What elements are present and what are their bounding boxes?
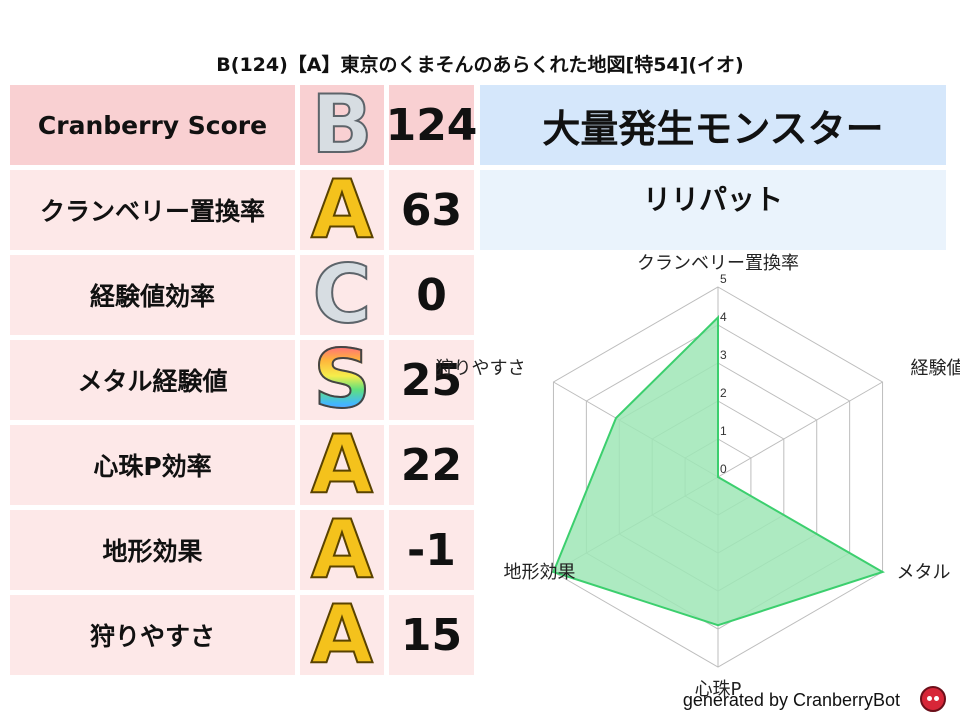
row-grade: A — [310, 163, 374, 256]
radar-tick-label: 5 — [720, 272, 727, 286]
row-label: メタル経験値 — [10, 340, 295, 420]
radar-spoke — [717, 381, 883, 478]
row-grade: A — [310, 588, 374, 681]
row-value: 22 — [389, 425, 474, 505]
radar-axis-label: メタル — [897, 562, 951, 583]
radar-series-area — [552, 315, 885, 627]
score-grade-badge: B — [300, 78, 384, 171]
row-grade: A — [310, 503, 374, 596]
row-value: -1 — [389, 510, 474, 590]
radar-grid-ring — [651, 400, 785, 554]
radar-tick-label: 1 — [720, 424, 727, 438]
radar-tick-label: 2 — [720, 386, 727, 400]
radar-grid-ring — [684, 438, 752, 516]
radar-tick-label: 0 — [720, 462, 727, 476]
radar-grid-ring — [585, 324, 851, 630]
row-grade-badge: A — [300, 163, 384, 256]
radar-axis-label: 経験値 — [911, 358, 960, 379]
score-value: 124 — [386, 85, 477, 165]
radar-axis-label: 地形効果 — [503, 562, 575, 583]
row-grade-badge: A — [300, 503, 384, 596]
footer-credit: generated by CranberryBot — [682, 690, 900, 710]
row-grade-badge: C — [300, 248, 384, 341]
monster-header: 大量発生モンスター — [480, 85, 946, 165]
radar-spoke — [553, 476, 719, 573]
row-label: クランベリー置換率 — [10, 170, 295, 250]
radar-grid-ring — [618, 362, 818, 592]
score-label: Cranberry Score — [10, 85, 295, 165]
radar-spoke — [717, 476, 883, 573]
row-grade: A — [310, 418, 374, 511]
cranberry-bot-icon — [920, 686, 946, 712]
row-grade: C — [312, 248, 373, 341]
row-grade-badge: A — [300, 588, 384, 681]
radar-tick-label: 3 — [720, 348, 727, 362]
row-label: 経験値効率 — [10, 255, 295, 335]
row-value: 15 — [389, 595, 474, 675]
radar-spoke — [553, 381, 719, 478]
row-label: 心珠P効率 — [10, 425, 295, 505]
radar-grid-ring — [552, 286, 884, 668]
row-label: 狩りやすさ — [10, 595, 295, 675]
radar-axis-label: クランベリー置換率 — [637, 253, 799, 274]
row-label: 地形効果 — [10, 510, 295, 590]
page-title: B(124)【A】東京のくまそんのあらくれた地図[特54](イオ) — [216, 54, 744, 76]
monster-name: リリパット — [480, 170, 946, 250]
row-value: 63 — [389, 170, 474, 250]
radar-tick-label: 4 — [720, 310, 727, 324]
row-grade: S — [312, 333, 372, 426]
row-value: 25 — [389, 340, 474, 420]
row-grade-badge: S — [300, 333, 384, 426]
row-grade-badge: A — [300, 418, 384, 511]
row-value: 0 — [389, 255, 474, 335]
score-grade: B — [311, 78, 374, 171]
